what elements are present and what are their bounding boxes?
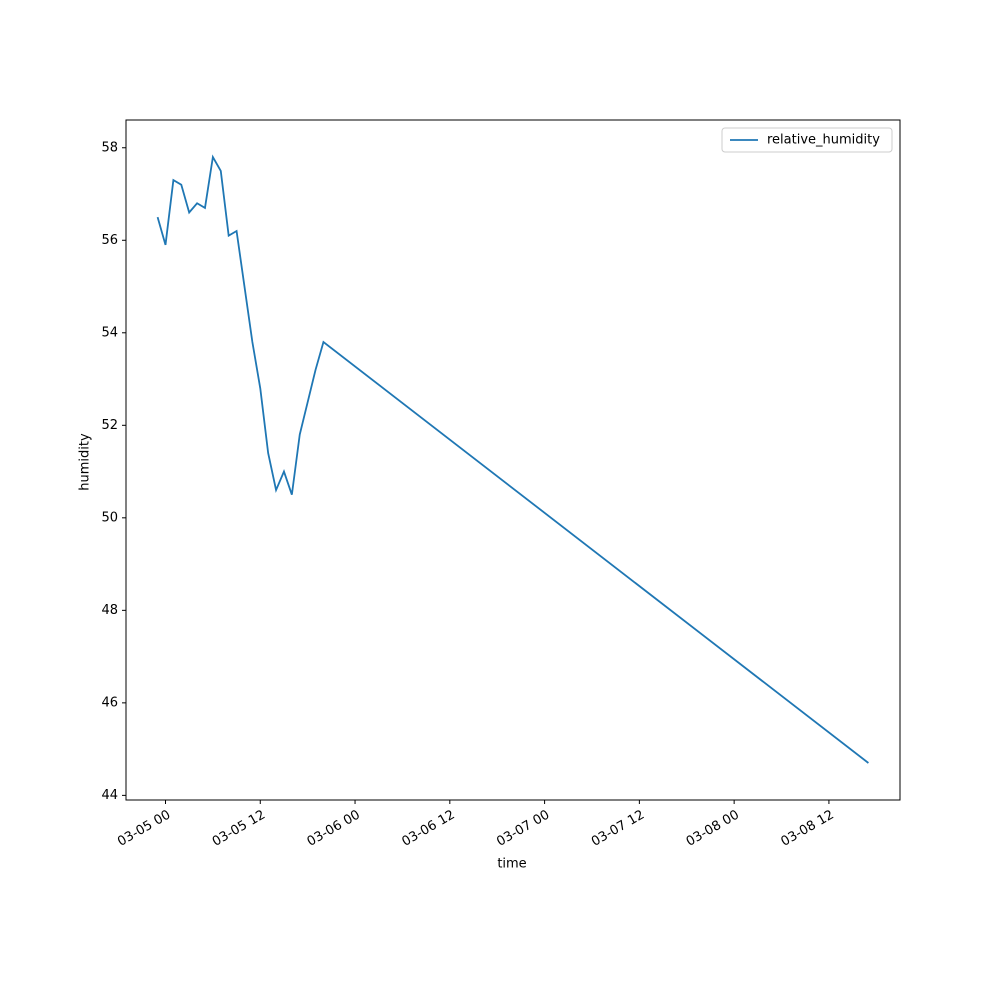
line: [156, 154, 869, 764]
y-tick-label: 48: [101, 603, 118, 618]
y-tick-label: 54: [101, 325, 118, 340]
y-tick-label: 46: [101, 695, 118, 710]
legend-box: [721, 127, 893, 153]
plot-area: [125, 119, 901, 801]
x-tick-label: 03-08 12: [779, 808, 837, 850]
y-axis-label: humidity: [78, 433, 93, 491]
x-tick-label: 03-06 00: [305, 808, 363, 850]
x-axis-label: time: [497, 857, 526, 872]
legend-label: relative_humidity: [767, 133, 880, 148]
y-tick-label: 56: [101, 233, 118, 248]
x-tick-label: 03-07 12: [589, 808, 647, 850]
y-tick-label: 58: [101, 140, 118, 155]
y-tick-label: 52: [101, 418, 118, 433]
x-tick-label: 03-05 12: [210, 808, 268, 850]
y-tick-label: 44: [101, 788, 118, 803]
x-tick-label: 03-06 12: [399, 808, 457, 850]
x-tick-label: 03-07 00: [494, 808, 552, 850]
x-tick-label: 03-05 00: [115, 808, 173, 850]
y-tick-label: 50: [101, 510, 118, 525]
x-tick-label: 03-08 00: [684, 808, 742, 850]
